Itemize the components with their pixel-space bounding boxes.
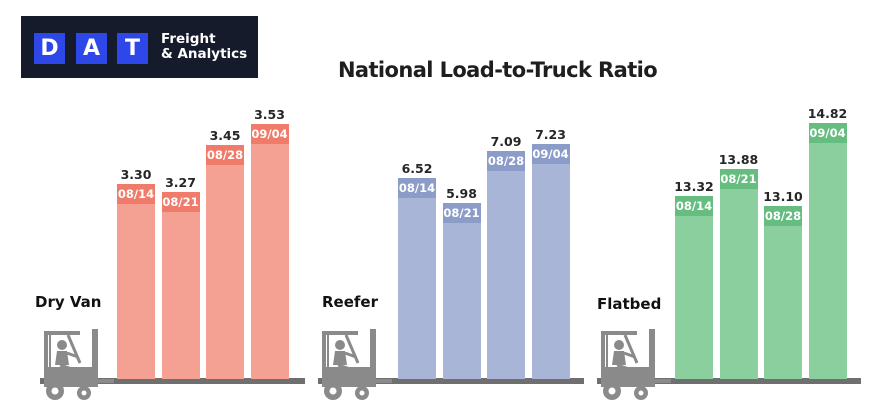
bar: 08/14 <box>675 195 713 379</box>
bar: 08/28 <box>206 145 244 379</box>
category-label: 09/04 <box>808 123 847 143</box>
baseline <box>318 378 584 384</box>
category-label: 08/28 <box>206 145 244 165</box>
bar: 08/21 <box>442 203 481 379</box>
data-label: 3.53 <box>254 107 285 122</box>
data-label: 13.10 <box>763 189 803 205</box>
category-label: 09/04 <box>250 124 289 144</box>
forklift-icon <box>601 329 671 400</box>
chart-title: National Load-to-Truck Ratio <box>337 58 658 82</box>
category-label: 09/04 <box>531 144 570 164</box>
bar: 08/21 <box>719 168 758 379</box>
category-label: 08/28 <box>764 206 802 227</box>
bar: 08/21 <box>161 192 200 379</box>
bar: 08/14 <box>117 184 155 379</box>
bar: 08/28 <box>764 206 802 379</box>
dat-logo: D A T Freight & Analytics <box>21 16 258 78</box>
series-label: Flatbed <box>597 295 662 313</box>
baseline <box>597 378 861 384</box>
category-label: 08/21 <box>161 192 200 213</box>
data-label: 13.88 <box>718 151 759 167</box>
category-label: 08/21 <box>719 168 758 189</box>
baseline <box>40 378 305 384</box>
data-label: 7.09 <box>490 133 522 149</box>
bar: 09/04 <box>808 123 847 379</box>
data-label: 6.52 <box>401 160 433 176</box>
bar: 08/28 <box>487 150 525 379</box>
bar: 08/14 <box>398 177 436 379</box>
logo-line-2: & Analytics <box>161 46 248 62</box>
data-label: 3.30 <box>120 167 152 183</box>
category-label: 08/14 <box>117 184 155 205</box>
bar: 09/04 <box>250 124 289 379</box>
logo-letter-a: A <box>76 33 107 64</box>
data-label: 7.23 <box>535 127 566 142</box>
logo-line-1: Freight <box>161 31 216 47</box>
category-label: 08/14 <box>675 195 713 216</box>
data-label: 3.45 <box>209 128 241 143</box>
data-label: 14.82 <box>807 106 848 121</box>
forklift-icon <box>44 329 114 400</box>
forklift-icon <box>322 329 392 400</box>
category-label: 08/14 <box>398 177 436 198</box>
category-label: 08/28 <box>487 150 525 171</box>
data-label: 13.32 <box>674 178 714 194</box>
logo-letter-t: T <box>117 33 148 64</box>
logo-letter-d: D <box>34 33 65 64</box>
category-label: 08/21 <box>442 203 481 224</box>
series-label: Dry Van <box>35 293 102 311</box>
data-label: 3.27 <box>165 175 196 191</box>
bar: 09/04 <box>531 144 570 379</box>
data-label: 5.98 <box>446 186 477 202</box>
series-label: Reefer <box>322 293 378 311</box>
